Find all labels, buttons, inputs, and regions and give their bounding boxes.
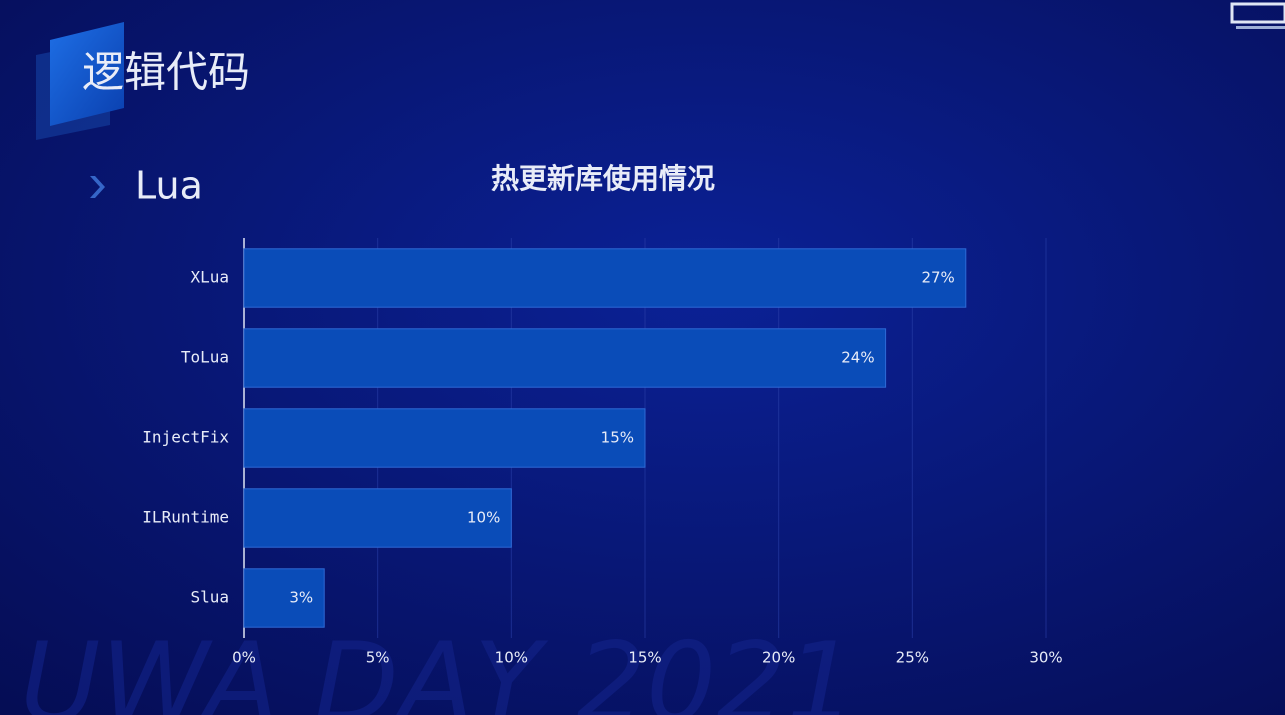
x-tick-label: 25% — [896, 649, 929, 667]
x-tick-label: 20% — [762, 649, 795, 667]
bar — [243, 568, 325, 628]
value-label: 24% — [841, 349, 874, 367]
plot: 0% 5% 10% 15% 20% 25% 30% XLua 27% ToLua 24% Inject… — [142, 238, 1063, 667]
value-label: 15% — [601, 429, 634, 447]
y-tick-label: ILRuntime — [142, 508, 229, 527]
x-tick-label: 0% — [232, 649, 256, 667]
y-tick-label: XLua — [190, 268, 229, 287]
y-tick-label: Slua — [190, 588, 229, 607]
x-tick-label: 10% — [495, 649, 528, 667]
slide-title: 逻辑代码 — [82, 48, 250, 97]
chevron — [90, 176, 105, 198]
logo — [1230, 2, 1285, 29]
watermark: UWA DAY 2021 — [20, 618, 856, 715]
x-tick-label: 30% — [1029, 649, 1062, 667]
y-tick-label: ToLua — [181, 348, 229, 367]
x-tick-label: 15% — [628, 649, 661, 667]
logo-tagline-bar — [1236, 26, 1285, 29]
section-title: Lua — [135, 164, 203, 208]
bar — [243, 408, 646, 468]
value-label: 3% — [289, 589, 313, 607]
title-block — [50, 22, 124, 126]
chart-title: 热更新库使用情况 — [491, 162, 715, 195]
value-label: 10% — [467, 509, 500, 527]
bar — [243, 248, 967, 308]
bar — [243, 488, 512, 548]
y-tick-label: InjectFix — [142, 428, 229, 447]
x-tick-label: 5% — [366, 649, 390, 667]
value-label: 27% — [921, 269, 954, 287]
bar — [243, 328, 887, 388]
logo-mark — [1230, 2, 1285, 24]
